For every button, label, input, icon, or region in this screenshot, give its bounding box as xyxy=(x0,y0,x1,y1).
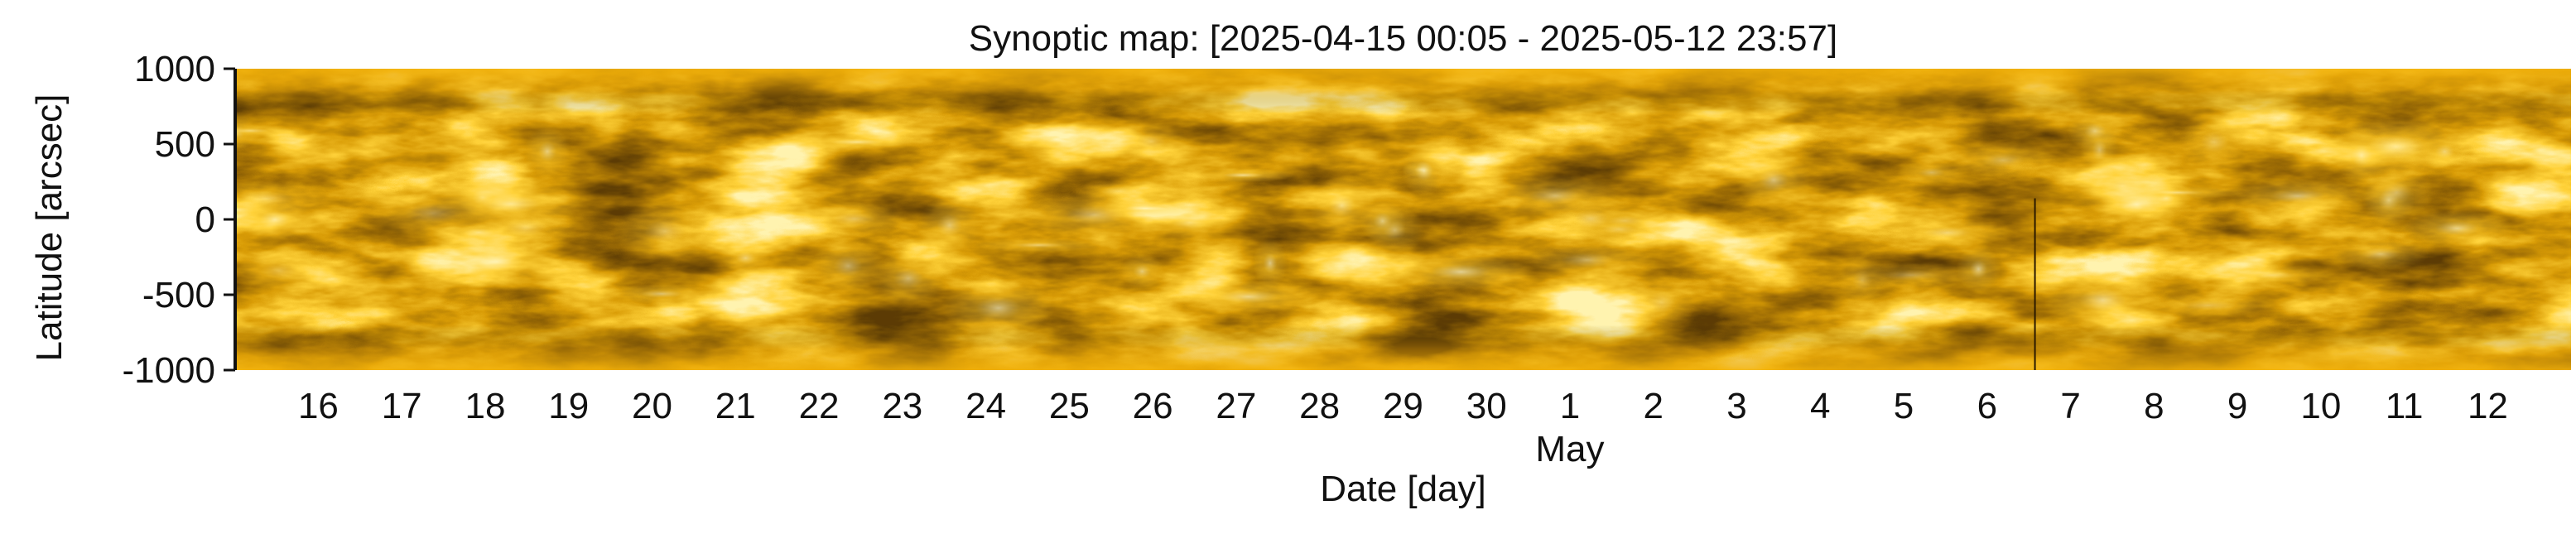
bright-patch xyxy=(429,236,564,288)
y-tick-label: 500 xyxy=(155,124,215,165)
x-tick-label: 19 xyxy=(548,386,589,426)
bright-patch xyxy=(1115,122,1188,161)
y-ticks: -1000 -500 0 500 1000 xyxy=(122,49,235,391)
y-tick-label: -1000 xyxy=(122,350,215,391)
x-axis-label: Date [day] xyxy=(1320,469,1486,509)
bright-patch xyxy=(917,196,981,255)
bright-patch xyxy=(1252,238,1288,288)
x-tick-label: 18 xyxy=(465,386,505,426)
x-tick-label: 16 xyxy=(298,386,339,426)
bright-patch xyxy=(1626,275,1697,330)
bright-patch xyxy=(811,239,885,293)
bright-patch xyxy=(1365,205,1424,255)
bright-patch xyxy=(870,251,946,306)
bright-patch xyxy=(606,284,716,304)
bright-patch xyxy=(235,249,324,292)
bright-patch xyxy=(2420,133,2469,170)
x-tick-label: 25 xyxy=(1049,386,1090,426)
month-label: May xyxy=(1535,429,1605,469)
x-tick-label: 11 xyxy=(2386,386,2424,426)
bright-patch xyxy=(790,133,924,151)
x-tick-label: 21 xyxy=(715,386,756,426)
x-tick-label: 28 xyxy=(1299,386,1340,426)
bright-patch xyxy=(437,181,585,226)
x-tick-label: 17 xyxy=(382,386,422,426)
x-tick-label: 9 xyxy=(2227,386,2247,426)
x-tick-label: 29 xyxy=(1383,386,1423,426)
x-tick-label: 30 xyxy=(1466,386,1507,426)
x-tick-label: 8 xyxy=(2144,386,2164,426)
bright-patch xyxy=(1885,218,2009,248)
bright-patch xyxy=(1956,245,2001,293)
x-tick-label: 2 xyxy=(1643,386,1663,426)
y-tick-label: 0 xyxy=(195,200,215,240)
bright-patch xyxy=(2335,126,2388,185)
bright-patch xyxy=(235,123,296,137)
x-tick-label: 26 xyxy=(1133,386,1173,426)
x-ticks: 16 17 18 19 20 21 22 23 24 25 26 27 28 29 30 1 2 3 4 5 6 7 8 9 1… xyxy=(298,386,2508,426)
bright-patch xyxy=(2179,113,2250,171)
y-tick-label: -500 xyxy=(142,275,215,315)
bright-patch xyxy=(2092,181,2181,228)
x-tick-label: 1 xyxy=(1560,386,1580,426)
x-tick-label: 5 xyxy=(1894,386,1914,426)
bright-patch xyxy=(1119,253,1164,289)
bright-patch xyxy=(1173,280,1323,314)
bright-patch xyxy=(1073,180,1165,203)
bright-patch xyxy=(973,238,1104,253)
x-tick-label: 7 xyxy=(2060,386,2080,426)
bright-patch xyxy=(1308,176,1375,235)
bright-patch xyxy=(2400,209,2513,248)
x-tick-label: 3 xyxy=(1726,386,1746,426)
bright-patch xyxy=(1736,151,1812,209)
bright-patch xyxy=(1948,142,2058,179)
bright-patch xyxy=(613,201,717,262)
x-tick-label: 20 xyxy=(632,386,672,426)
bright-patch xyxy=(1091,201,1200,216)
bright-patch xyxy=(1899,160,1965,185)
bright-patch xyxy=(2228,178,2367,214)
x-tick-label: 12 xyxy=(2468,386,2508,426)
x-tick-label: 4 xyxy=(1810,386,1830,426)
bright-patch xyxy=(720,242,771,274)
x-tick-label: 23 xyxy=(882,386,922,426)
bright-patch xyxy=(2140,292,2277,318)
bright-patch xyxy=(524,126,571,177)
active-regions xyxy=(235,111,2513,337)
bright-patch xyxy=(801,201,908,237)
x-tick-label: 10 xyxy=(2300,386,2341,426)
bright-patch xyxy=(2359,165,2434,220)
x-tick-label: 24 xyxy=(965,386,1006,426)
x-tick-label: 27 xyxy=(1216,386,1256,426)
chart-title: Synoptic map: [2025-04-15 00:05 - 2025-0… xyxy=(968,18,1838,59)
y-tick-label: 1000 xyxy=(134,49,215,89)
bright-patch xyxy=(236,199,314,241)
heatmap-image xyxy=(235,69,2571,370)
bright-patch xyxy=(1387,253,1535,291)
bright-patch xyxy=(1191,167,1296,183)
bright-patch xyxy=(1544,195,1637,242)
bright-patch xyxy=(1837,253,1887,308)
bright-patch xyxy=(941,279,1055,337)
bright-patch xyxy=(2080,122,2119,178)
bright-patch xyxy=(2211,264,2334,286)
bright-patch xyxy=(2331,237,2430,271)
bright-patch xyxy=(1401,145,1447,196)
bright-patch xyxy=(1520,242,1654,278)
bright-patch xyxy=(2044,270,2162,330)
x-tick-label: 22 xyxy=(799,386,840,426)
x-tick-label: 6 xyxy=(1977,386,1997,426)
